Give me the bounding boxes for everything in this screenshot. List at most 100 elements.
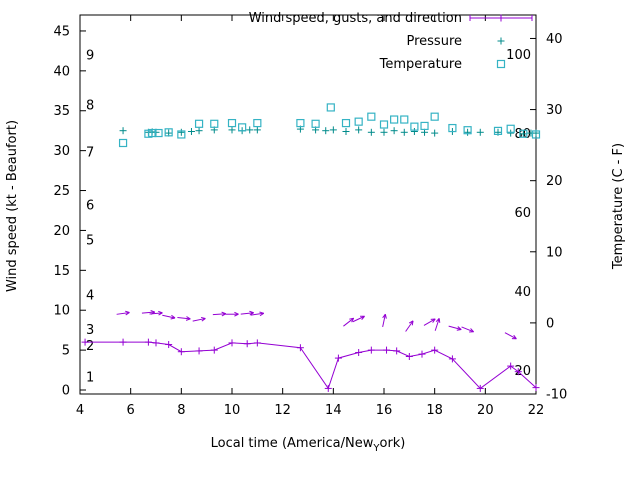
beaufort-label: 9 <box>86 48 94 63</box>
wind-arrow-shaft <box>382 314 386 328</box>
temperature-marker <box>154 128 163 138</box>
wind-arrow-shaft <box>162 314 176 319</box>
beaufort-label: 5 <box>86 234 94 249</box>
temperature-marker <box>164 128 173 137</box>
x-tick-label: 22 <box>528 403 545 418</box>
temperature-marker <box>210 119 219 128</box>
wind-arrow-head <box>200 316 206 319</box>
y-left-tick-label: 5 <box>62 344 70 359</box>
fahrenheit-label: 40 <box>514 285 531 300</box>
x-axis-title: Local time (America/NewYork) <box>211 436 406 454</box>
wind-arrow-head <box>221 313 227 317</box>
wind-arrow-head <box>221 311 226 315</box>
y-right-tick-label: 30 <box>546 103 563 118</box>
wind-arrow-shaft <box>149 312 163 315</box>
temperature-marker <box>253 118 262 128</box>
wind-arrow-head <box>408 320 414 324</box>
beaufort-label: 7 <box>86 146 94 161</box>
wind-arrow-shaft <box>116 312 130 315</box>
temperature-marker <box>354 117 363 126</box>
temperature-marker <box>296 118 305 128</box>
wind-arrow-shaft <box>177 317 191 320</box>
wind-arrow-head <box>186 316 191 320</box>
x-axis-title-suffix: ork) <box>379 436 405 451</box>
left-axis-title: Wind speed (kt - Beaufort) <box>5 120 20 292</box>
y-right-tick-label: 20 <box>546 174 563 189</box>
wind-arrow-head <box>249 312 254 316</box>
beaufort-label: 1 <box>86 371 94 386</box>
y-left-tick-label: 10 <box>53 304 70 319</box>
temperature-marker <box>177 130 186 139</box>
wind-arrow-head <box>150 310 156 313</box>
wind-arrow-head <box>349 317 354 320</box>
legend-label-wind: Wind speed, gusts, and direction <box>249 11 462 26</box>
wind-arrow-head <box>513 334 517 340</box>
y-left-tick-label: 15 <box>53 264 70 279</box>
x-tick-label: 12 <box>274 403 291 418</box>
temperature-marker <box>519 129 528 138</box>
wind-arrow-shaft <box>405 320 414 332</box>
beaufort-label: 2 <box>86 339 94 354</box>
x-tick-label: 10 <box>224 403 241 418</box>
temperature-marker <box>506 124 515 133</box>
y-left-tick-label: 0 <box>62 384 70 399</box>
legend-sample-square <box>496 59 506 69</box>
wind_speed-line <box>85 341 537 390</box>
plot-generated-content: 4 6 8 10 12 14 16 18 20 2205101520253035404512345… <box>53 14 567 418</box>
wind-arrow-head <box>432 318 436 323</box>
temperature-marker <box>379 120 389 129</box>
y-left-tick-label: 35 <box>53 104 70 119</box>
y-left-tick-label: 20 <box>53 224 70 239</box>
temperature-marker <box>531 130 541 139</box>
wind-arrow-head <box>382 313 386 319</box>
wind-arrow-head <box>384 314 387 319</box>
x-tick-label: 18 <box>426 403 443 418</box>
wind-arrow-shaft <box>192 317 206 322</box>
x-tick-label: 4 <box>76 403 84 418</box>
wind-arrow-head <box>158 312 163 316</box>
wind-arrow-head <box>411 320 414 326</box>
wind-arrow-shaft <box>448 325 462 330</box>
wind-arrow-shaft <box>352 315 365 323</box>
right-axis-title: Temperature (C - F) <box>611 143 626 270</box>
temperature-marker <box>194 119 204 128</box>
beaufort-label: 8 <box>86 99 94 114</box>
temperature-marker <box>390 115 399 124</box>
y-right-tick-label: -10 <box>546 388 567 403</box>
wind-arrow-shaft <box>240 312 254 315</box>
beaufort-label: 6 <box>86 198 94 213</box>
wind-arrow-head <box>201 318 206 322</box>
y-left-tick-label: 40 <box>53 64 70 79</box>
wind-arrow-head <box>234 311 239 315</box>
temperature-marker <box>341 118 351 128</box>
temperature-marker <box>420 121 429 131</box>
wind-arrow-shaft <box>250 312 264 316</box>
y-right-tick-label: 40 <box>546 32 563 47</box>
temperature-marker <box>430 112 439 121</box>
beaufort-label: 3 <box>86 323 94 338</box>
temperature-marker <box>448 123 457 133</box>
x-tick-label: 20 <box>477 403 494 418</box>
temperature-marker <box>118 138 128 148</box>
wind-arrow-shaft <box>212 313 226 316</box>
temperature-marker <box>227 118 237 128</box>
wind-arrow-head <box>259 312 265 317</box>
wind-arrow-shaft <box>141 311 155 314</box>
y-left-tick-label: 45 <box>53 24 70 39</box>
x-tick-label: 14 <box>325 403 342 418</box>
temperature-marker <box>148 128 157 138</box>
x-tick-label: 16 <box>376 403 393 418</box>
temperature-marker <box>311 119 320 128</box>
x-axis-title-prefix: Local time (America/New <box>211 436 374 451</box>
wind-arrow-head <box>171 314 176 319</box>
wind-arrow-shaft <box>343 317 354 327</box>
fahrenheit-label: 100 <box>506 48 531 63</box>
wind-arrow-shaft <box>423 318 436 326</box>
wind-arrow-head <box>125 310 130 313</box>
legend-label-pressure: Pressure <box>406 34 462 49</box>
temperature-marker <box>367 112 376 121</box>
beaufort-label: 4 <box>86 289 94 304</box>
temperature-marker <box>400 115 409 124</box>
